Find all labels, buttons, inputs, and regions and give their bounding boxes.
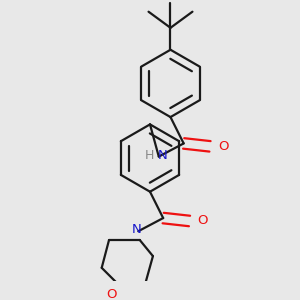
Text: N: N xyxy=(157,148,167,162)
Text: O: O xyxy=(218,140,229,153)
Text: H: H xyxy=(145,148,154,162)
Text: O: O xyxy=(198,214,208,227)
Text: N: N xyxy=(132,223,142,236)
Text: O: O xyxy=(107,288,117,300)
